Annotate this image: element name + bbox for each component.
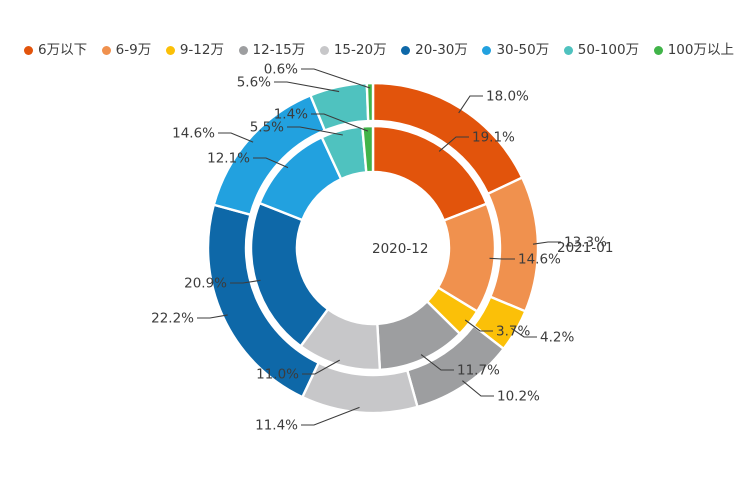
inner-label-line-2 [464, 319, 493, 332]
outer-label-line-5 [197, 314, 228, 319]
outer-label-line-4 [301, 406, 360, 426]
legend-marker-icon [101, 46, 111, 55]
legend-label: 30-50万 [496, 42, 550, 58]
legend-item-4: 15-20万 [319, 42, 387, 59]
legend-item-3: 12-15万 [238, 42, 306, 59]
legend-item-2: 9-12万 [165, 42, 224, 59]
legend-item-0: 6万以下 [24, 42, 87, 59]
inner-label-line-4 [302, 359, 340, 375]
legend-label: 6-9万 [115, 42, 152, 58]
legend-marker-icon [238, 46, 248, 55]
legend-item-8: 100万以上 [653, 42, 734, 59]
legend-marker-icon [401, 46, 411, 55]
inner-label-7: 5.5% [250, 120, 284, 136]
outer-label-0: 18.0% [486, 89, 529, 105]
outer-label-2: 4.2% [540, 330, 574, 346]
legend-label: 50-100万 [577, 42, 640, 58]
inner-label-line-1 [489, 257, 515, 260]
legend-marker-icon [563, 46, 573, 55]
inner-label-0: 19.1% [472, 130, 515, 146]
outer-label-line-1 [532, 241, 561, 245]
inner-label-6: 12.1% [207, 151, 250, 167]
inner-label-8: 1.4% [274, 107, 308, 123]
legend-label: 12-15万 [252, 42, 306, 58]
legend-label: 6万以下 [38, 42, 88, 58]
inner-label-1: 14.6% [518, 252, 561, 268]
inner-label-line-5 [230, 279, 261, 284]
outer-label-6: 14.6% [172, 126, 215, 142]
inner-slice-8 [361, 124, 375, 174]
legend-label: 20-30万 [415, 42, 468, 58]
inner-series-label: 2020-12 [372, 241, 428, 257]
outer-label-1: 13.3% [564, 235, 607, 251]
legend-item-6: 30-50万 [482, 42, 549, 59]
inner-label-line-3 [420, 354, 454, 371]
inner-label-line-8 [311, 113, 369, 132]
legend: 6万以下 6-9万 9-12万 12-15万 15-20万 20-30万 30-50万 50-… [0, 42, 744, 59]
inner-label-line-0 [438, 136, 469, 152]
outer-label-line-0 [458, 95, 483, 114]
legend-item-5: 20-30万 [401, 42, 468, 59]
outer-label-line-3 [462, 380, 494, 397]
legend-marker-icon [24, 46, 33, 55]
legend-label: 100万以上 [667, 42, 734, 58]
legend-label: 15-20万 [333, 42, 387, 58]
outer-label-4: 11.4% [255, 418, 298, 434]
inner-label-line-6 [253, 157, 289, 169]
outer-label-7: 5.6% [237, 75, 271, 91]
inner-label-4: 11.0% [256, 367, 299, 383]
inner-label-line-7 [287, 126, 343, 136]
legend-item-1: 6-9万 [101, 42, 152, 59]
legend-marker-icon [482, 46, 492, 55]
outer-label-line-6 [218, 132, 254, 143]
outer-label-line-8 [301, 68, 371, 89]
inner-label-3: 11.7% [457, 363, 500, 379]
outer-label-5: 22.2% [151, 311, 194, 327]
inner-label-5: 20.9% [184, 276, 227, 292]
outer-label-8: 0.6% [264, 62, 298, 78]
outer-label-line-7 [274, 81, 340, 93]
legend-label: 9-12万 [179, 42, 224, 58]
outer-label-3: 10.2% [497, 389, 540, 405]
legend-marker-icon [653, 46, 663, 55]
legend-marker-icon [165, 46, 175, 55]
outer-slice-8 [365, 81, 375, 123]
outer-label-line-2 [511, 327, 537, 338]
outer-series-label: 2021-01 [557, 240, 613, 256]
legend-marker-icon [319, 46, 329, 55]
legend-item-7: 50-100万 [563, 42, 640, 59]
